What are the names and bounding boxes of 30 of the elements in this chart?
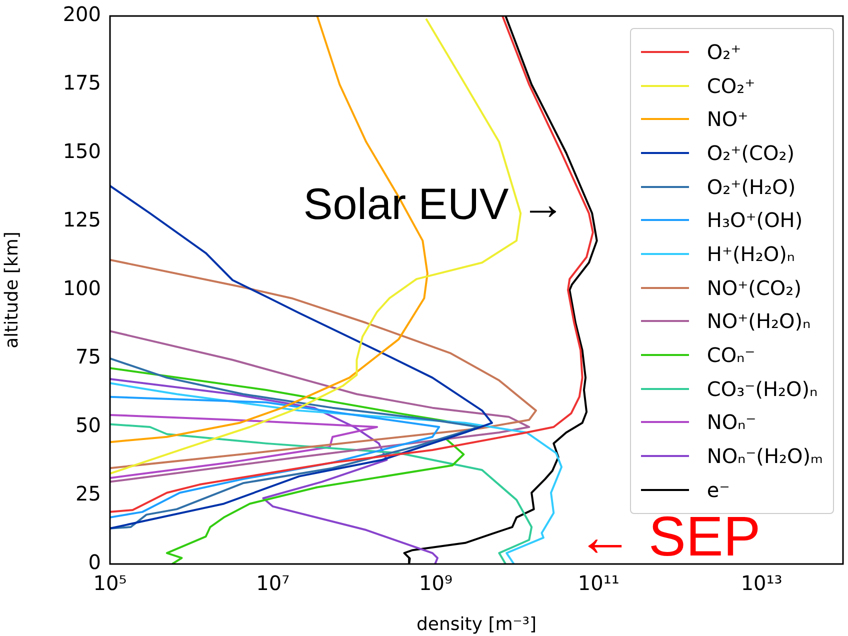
legend-label: NO⁺(CO₂) xyxy=(706,276,802,300)
legend-label: O₂⁺ xyxy=(706,40,742,64)
x-tick-label: 10¹¹ xyxy=(578,571,620,596)
x-tick-label: 10¹³ xyxy=(740,571,782,596)
legend-label: O₂⁺(H₂O) xyxy=(706,174,796,199)
legend-label: H₃O⁺(OH) xyxy=(706,208,803,232)
legend-label: COₙ⁻ xyxy=(706,343,756,368)
legend-label: O₂⁺(CO₂) xyxy=(706,140,795,165)
x-tick-label: 10⁷ xyxy=(256,571,290,596)
annotation: Solar EUV → xyxy=(303,180,565,230)
legend-label: NO⁺ xyxy=(706,107,748,132)
legend-label: H⁺(H₂O)ₙ xyxy=(706,242,795,266)
y-tick-label: 150 xyxy=(62,139,101,164)
y-tick-label: 100 xyxy=(62,276,101,300)
annotation: ← SEP xyxy=(577,504,761,568)
y-axis-title: altitude [km] xyxy=(1,232,22,348)
x-axis-title: density [m⁻³] xyxy=(416,614,537,635)
y-tick-label: 25 xyxy=(76,482,101,506)
y-tick-label: 200 xyxy=(62,2,101,26)
legend-label: e⁻ xyxy=(706,478,730,502)
legend-label: CO₂⁺ xyxy=(706,74,756,98)
legend-label: CO₃⁻(H₂O)ₙ xyxy=(706,376,818,401)
y-tick-label: 175 xyxy=(62,70,101,95)
legend-label: NO⁺(H₂O)ₙ xyxy=(706,309,811,334)
x-tick-label: 10⁹ xyxy=(419,571,453,596)
y-tick-label: 125 xyxy=(62,208,101,232)
legend-label: NOₙ⁻ xyxy=(706,410,756,434)
y-tick-label: 50 xyxy=(76,413,101,438)
legend-label: NOₙ⁻(H₂O)ₘ xyxy=(706,444,823,468)
y-tick-label: 75 xyxy=(76,344,101,369)
